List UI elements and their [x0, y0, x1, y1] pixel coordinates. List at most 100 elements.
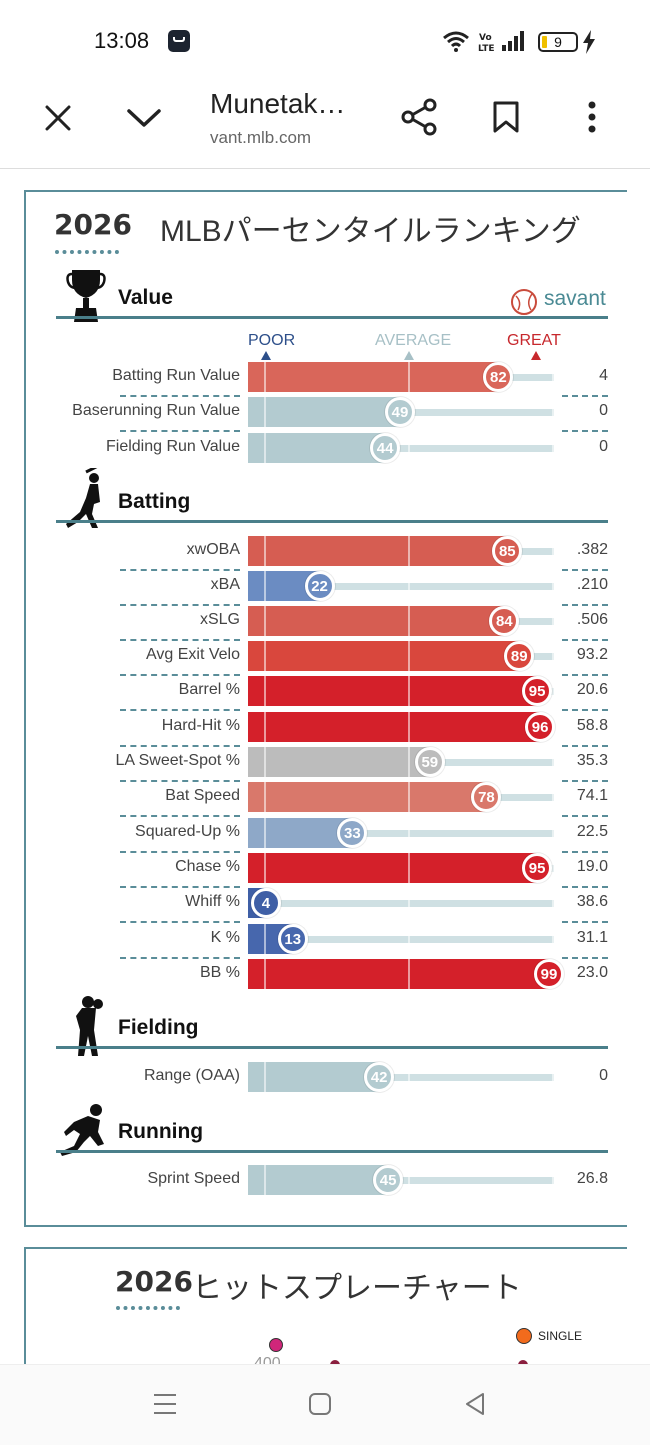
percentile-value: 95: [528, 683, 546, 700]
row-divider: [562, 815, 608, 817]
grid-line: [264, 1062, 266, 1092]
row-divider: [562, 957, 608, 959]
wifi-icon: [443, 31, 469, 52]
percentile-badge[interactable]: 44: [370, 433, 401, 463]
percentile-badge[interactable]: 96: [525, 712, 556, 742]
percentile-badge[interactable]: 4: [250, 888, 281, 918]
percentile-bar: [248, 397, 401, 427]
year-underline: [55, 250, 119, 254]
row-divider: [562, 674, 608, 676]
row-divider: [562, 851, 608, 853]
percentile-badge[interactable]: 45: [373, 1165, 404, 1195]
percentile-badge[interactable]: 89: [504, 641, 535, 671]
percentile-badge[interactable]: 95: [522, 853, 553, 883]
row-divider: [562, 604, 608, 606]
metric-label: Hard-Hit %: [161, 717, 240, 734]
percentile-value: 89: [510, 648, 528, 665]
chevron-down-icon[interactable]: [126, 106, 162, 128]
percentile-badge[interactable]: 33: [337, 818, 368, 848]
grid-line: [408, 747, 410, 777]
close-icon[interactable]: [44, 104, 72, 132]
metric-label: BB %: [199, 964, 240, 981]
row-divider: [562, 569, 608, 571]
grid-line: [552, 747, 554, 777]
category-divider: [56, 1150, 608, 1153]
metric-label: LA Sweet-Spot %: [115, 752, 240, 769]
percentile-badge[interactable]: 59: [414, 747, 445, 777]
percentile-bar: [248, 536, 508, 566]
metric-value: .506: [576, 611, 608, 628]
metric-value: 74.1: [576, 787, 608, 804]
grid-line: [552, 536, 554, 566]
percentile-track: [248, 1074, 554, 1081]
metric-label: Range (OAA): [143, 1067, 240, 1084]
savant-brand: savant: [544, 287, 606, 310]
grid-line: [408, 924, 410, 954]
spray-point: [269, 1338, 283, 1352]
row-divider: [120, 815, 240, 817]
volte-icon: Vo LTE: [478, 33, 495, 54]
grid-line: [264, 782, 266, 812]
row-divider: [120, 780, 240, 782]
grid-line: [552, 782, 554, 812]
recents-icon[interactable]: [152, 1392, 178, 1416]
percentile-badge[interactable]: 22: [304, 571, 335, 601]
metric-label: Sprint Speed: [147, 1170, 240, 1187]
percentile-value: 59: [421, 754, 439, 771]
percentile-badge[interactable]: 84: [489, 606, 520, 636]
grid-line: [552, 853, 554, 883]
grid-line: [408, 1165, 410, 1195]
metric-value: 19.0: [576, 858, 608, 875]
grid-line: [408, 818, 410, 848]
battery-level: 9: [554, 34, 562, 50]
percentile-badge[interactable]: 95: [522, 676, 553, 706]
grid-line: [408, 676, 410, 706]
back-icon[interactable]: [463, 1392, 487, 1416]
spray-title: ヒットスプレーチャート: [192, 1272, 522, 1305]
home-icon[interactable]: [308, 1392, 332, 1416]
status-time: 13:08: [94, 28, 150, 53]
metric-label: xBA: [210, 576, 240, 593]
category-title-value: Value: [118, 286, 173, 309]
percentile-badge[interactable]: 13: [277, 924, 308, 954]
percentile-title: MLBパーセンタイルランキング: [160, 215, 581, 248]
grid-line: [552, 641, 554, 671]
percentile-badge[interactable]: 49: [385, 397, 416, 427]
grid-line: [264, 676, 266, 706]
grid-line: [264, 853, 266, 883]
grid-line: [408, 536, 410, 566]
percentile-badge[interactable]: 99: [534, 959, 565, 989]
metric-label: Whiff %: [185, 893, 240, 910]
row-divider: [120, 674, 240, 676]
metric-label: Baserunning Run Value: [72, 402, 240, 419]
percentile-badge[interactable]: 82: [483, 362, 514, 392]
metric-value: 93.2: [576, 646, 608, 663]
percentile-track: [248, 900, 554, 907]
svg-text:LTE: LTE: [478, 44, 495, 54]
metric-label: Squared-Up %: [135, 823, 240, 840]
grid-line: [408, 712, 410, 742]
url-domain[interactable]: vant.mlb.com: [210, 128, 312, 147]
spray-point: [330, 1360, 340, 1366]
row-divider: [120, 430, 240, 432]
percentile-value: 84: [495, 613, 513, 630]
row-divider: [120, 709, 240, 711]
metric-value: 35.3: [576, 752, 608, 769]
grid-line: [264, 1165, 266, 1195]
scale-poor: POOR: [248, 332, 296, 349]
notification-icon: [168, 30, 190, 52]
percentile-badge[interactable]: 85: [492, 536, 523, 566]
percentile-value: 44: [376, 440, 394, 457]
share-icon[interactable]: [400, 98, 438, 136]
page-title[interactable]: Munetak…: [210, 88, 346, 119]
percentile-badge[interactable]: 42: [364, 1062, 395, 1092]
spray-point: [518, 1360, 528, 1366]
bookmark-icon[interactable]: [492, 100, 520, 134]
grid-line: [408, 959, 410, 989]
percentile-value: 49: [391, 404, 409, 421]
row-divider: [562, 886, 608, 888]
percentile-bar: [248, 641, 520, 671]
percentile-badge[interactable]: 78: [471, 782, 502, 812]
more-options-icon[interactable]: [586, 100, 598, 134]
row-divider: [562, 395, 608, 397]
